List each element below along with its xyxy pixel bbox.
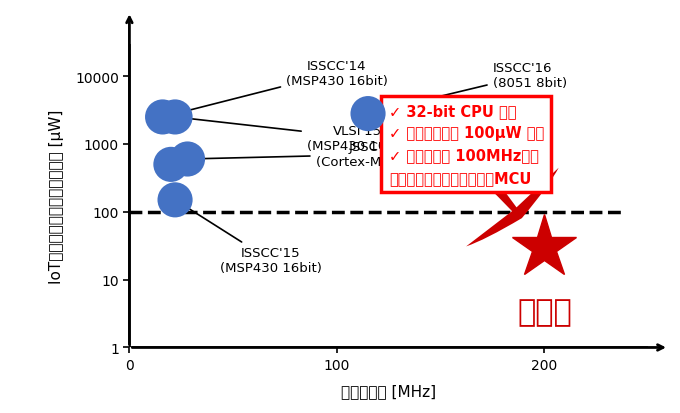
Point — [182, 156, 193, 163]
Text: ISSCC'15
(MSP430 16bit): ISSCC'15 (MSP430 16bit) — [179, 203, 322, 275]
Y-axis label: IoT応用における平均消費電力 [μW]: IoT応用における平均消費電力 [μW] — [49, 109, 64, 283]
Text: ISSCC'14
(MSP430 16bit): ISSCC'14 (MSP430 16bit) — [167, 59, 388, 118]
Text: ✓ 32-bit CPU 内蔵
✓ 平均消費電力 100μW 以下
✓ 動作周波数 100MHz以上
を満たすセンサノード向けMCU: ✓ 32-bit CPU 内蔵 ✓ 平均消費電力 100μW 以下 ✓ 動作周波… — [389, 104, 544, 185]
Text: VLSI'15
(MSP430 16bit): VLSI'15 (MSP430 16bit) — [180, 116, 409, 152]
X-axis label: 動作周波数 [MHz]: 動作周波数 [MHz] — [341, 383, 437, 398]
Point — [165, 161, 176, 168]
Text: ISSCC'16
(8051 8bit): ISSCC'16 (8051 8bit) — [373, 62, 566, 114]
Point — [169, 197, 180, 204]
Point — [157, 114, 168, 121]
Text: 本成果: 本成果 — [517, 298, 572, 327]
Point — [169, 114, 180, 121]
Text: JSSC'17
(Cortex-M0 32bit): JSSC'17 (Cortex-M0 32bit) — [192, 141, 433, 169]
Point — [362, 111, 373, 118]
